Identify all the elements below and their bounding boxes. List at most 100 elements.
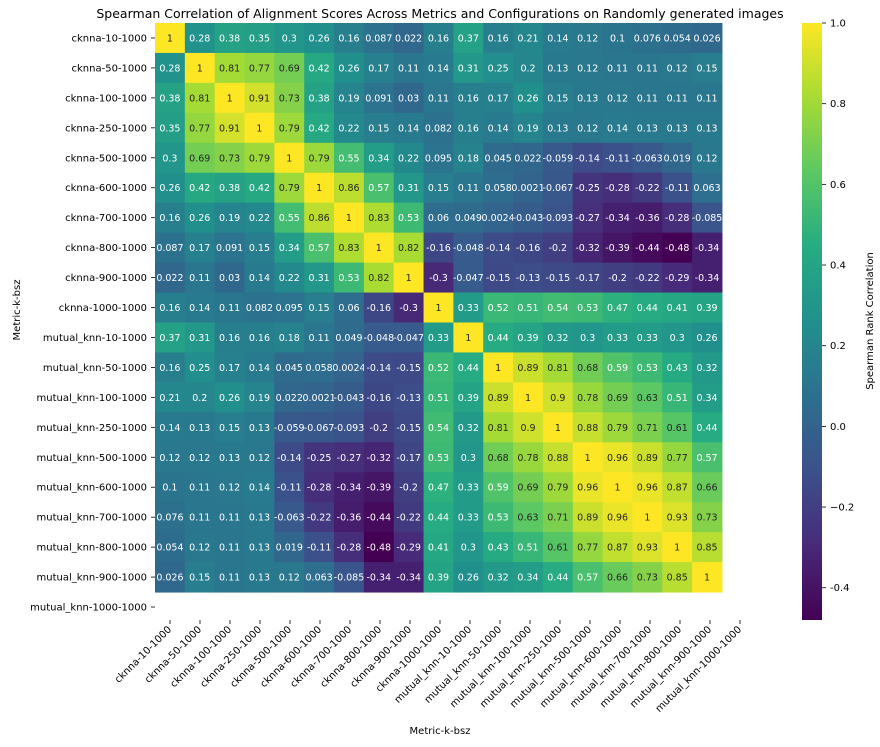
heatmap-cell — [572, 172, 604, 204]
cell-value-label: 0.85 — [667, 573, 688, 584]
cell-value-label: 1 — [167, 33, 173, 44]
heatmap-cell — [244, 532, 275, 563]
heatmap-cell — [692, 352, 723, 383]
cell-value-label: 0.39 — [428, 573, 449, 584]
heatmap-cell — [334, 262, 365, 294]
cell-value-label: 0.13 — [637, 123, 658, 134]
heatmap-cell — [572, 232, 604, 264]
heatmap-cell — [155, 172, 186, 204]
cell-value-label: 0.69 — [279, 63, 300, 74]
heatmap-cell — [662, 52, 693, 84]
y-tick-label: cknna-250-1000 — [65, 123, 147, 134]
cell-value-label: -0.13 — [516, 273, 541, 284]
heatmap-cell — [632, 262, 663, 294]
y-tick-label: cknna-50-1000 — [72, 63, 147, 74]
cell-value-label: 0.89 — [517, 363, 538, 374]
cell-value-label: -0.047 — [393, 333, 424, 344]
cell-value-label: 0.22 — [249, 213, 270, 224]
heatmap-cell — [155, 562, 186, 593]
cell-value-label: -0.28 — [665, 213, 690, 224]
heatmap-cell — [363, 382, 395, 413]
cell-value-label: 0.12 — [189, 543, 210, 554]
heatmap-cell — [542, 412, 574, 443]
heatmap-cell — [542, 352, 574, 383]
colorbar-ticks: -0.4 −0.2 0.0 0.2 0.4 0.6 0.8 1.0 — [822, 19, 854, 594]
heatmap-cell — [393, 202, 425, 234]
cell-value-label: -0.29 — [396, 543, 421, 554]
heatmap-cell — [453, 412, 484, 443]
heatmap-cell — [483, 352, 514, 383]
cell-value-label: 0.11 — [607, 63, 628, 74]
cell-value-label: 0.2 — [192, 393, 207, 404]
heatmap-cell — [692, 52, 723, 84]
cell-value-label: 0.38 — [309, 93, 330, 104]
cell-value-label: 0.15 — [189, 573, 210, 584]
cell-value-label: 0.091 — [216, 243, 243, 254]
cell-value-label: -0.44 — [367, 513, 392, 524]
cell-value-label: 0.96 — [607, 453, 628, 464]
heatmap-cell — [662, 562, 693, 593]
heatmap-cell — [632, 52, 663, 84]
heatmap-cell — [274, 292, 305, 323]
cell-value-label: 0.51 — [428, 393, 449, 404]
heatmap-cell — [155, 52, 186, 84]
heatmap-cell — [184, 172, 216, 204]
heatmap-cell — [632, 412, 663, 443]
cell-value-label: 0.26 — [189, 213, 210, 224]
heatmap-cell — [393, 142, 425, 174]
heatmap-cell — [393, 52, 425, 84]
cell-value-label: 0.14 — [249, 363, 270, 374]
heatmap-cell — [334, 532, 365, 563]
cell-value-label: -0.3 — [429, 273, 448, 284]
cell-value-label: -0.2 — [399, 483, 418, 494]
heatmap-cell — [304, 82, 335, 114]
heatmap-cell — [363, 52, 395, 84]
cell-value-label: 0.14 — [488, 123, 509, 134]
heatmap-cell — [453, 202, 484, 234]
heatmap-cell — [453, 112, 484, 144]
heatmap-cell — [304, 112, 335, 144]
heatmap-cell — [363, 502, 395, 533]
heatmap-cell — [274, 262, 305, 294]
heatmap-cell — [334, 412, 365, 443]
heatmap-cell — [602, 412, 633, 443]
cell-value-label: 0.57 — [309, 243, 330, 254]
heatmap-cell — [393, 502, 425, 533]
cell-value-label: 0.3 — [162, 153, 177, 164]
cell-value-label: 0.15 — [547, 93, 568, 104]
cell-value-label: 0.15 — [309, 303, 330, 314]
y-tick-label: mutual_knn-250-1000 — [37, 423, 147, 434]
cell-value-label: 1 — [256, 123, 262, 134]
y-tick-label: mutual_knn-500-1000 — [37, 453, 147, 464]
cell-value-label: 0.79 — [249, 153, 270, 164]
cell-value-label: -0.34 — [367, 573, 392, 584]
cell-value-label: 0.66 — [696, 483, 717, 494]
heatmap-cell — [423, 142, 454, 174]
cell-value-label: 1 — [614, 483, 620, 494]
heatmap-cell — [423, 322, 454, 353]
cell-value-label: -0.16 — [367, 393, 392, 404]
heatmap-cell — [393, 382, 425, 413]
heatmap-cell — [423, 502, 454, 533]
cell-value-label: 0.33 — [428, 333, 449, 344]
cell-value-label: 0.37 — [458, 33, 479, 44]
heatmap-cell — [155, 82, 186, 114]
heatmap-cell — [274, 82, 305, 114]
cell-value-label: 1 — [674, 543, 680, 554]
cell-value-label: 0.32 — [547, 333, 568, 344]
cell-value-label: 0.058 — [485, 183, 512, 194]
heatmap-cells: 1 0.28 0.38 0.35 0.3 0.26 0.16 0.087 0.022 0.16 0.… — [155, 23, 723, 593]
cell-value-label: 1 — [704, 573, 710, 584]
cell-value-label: -0.048 — [453, 243, 484, 254]
cell-value-label: 0.42 — [249, 183, 270, 194]
cell-value-label: 0.38 — [159, 93, 180, 104]
heatmap-cell — [572, 382, 604, 413]
cell-value-label: 0.049 — [455, 213, 482, 224]
heatmap-cell — [274, 112, 305, 144]
cell-value-label: 0.28 — [189, 33, 210, 44]
cell-value-label: 0.049 — [335, 333, 362, 344]
cell-value-label: 0.82 — [368, 273, 389, 284]
heatmap-cell — [632, 82, 663, 114]
cell-value-label: -0.28 — [337, 543, 362, 554]
cell-value-label: -0.11 — [665, 183, 690, 194]
